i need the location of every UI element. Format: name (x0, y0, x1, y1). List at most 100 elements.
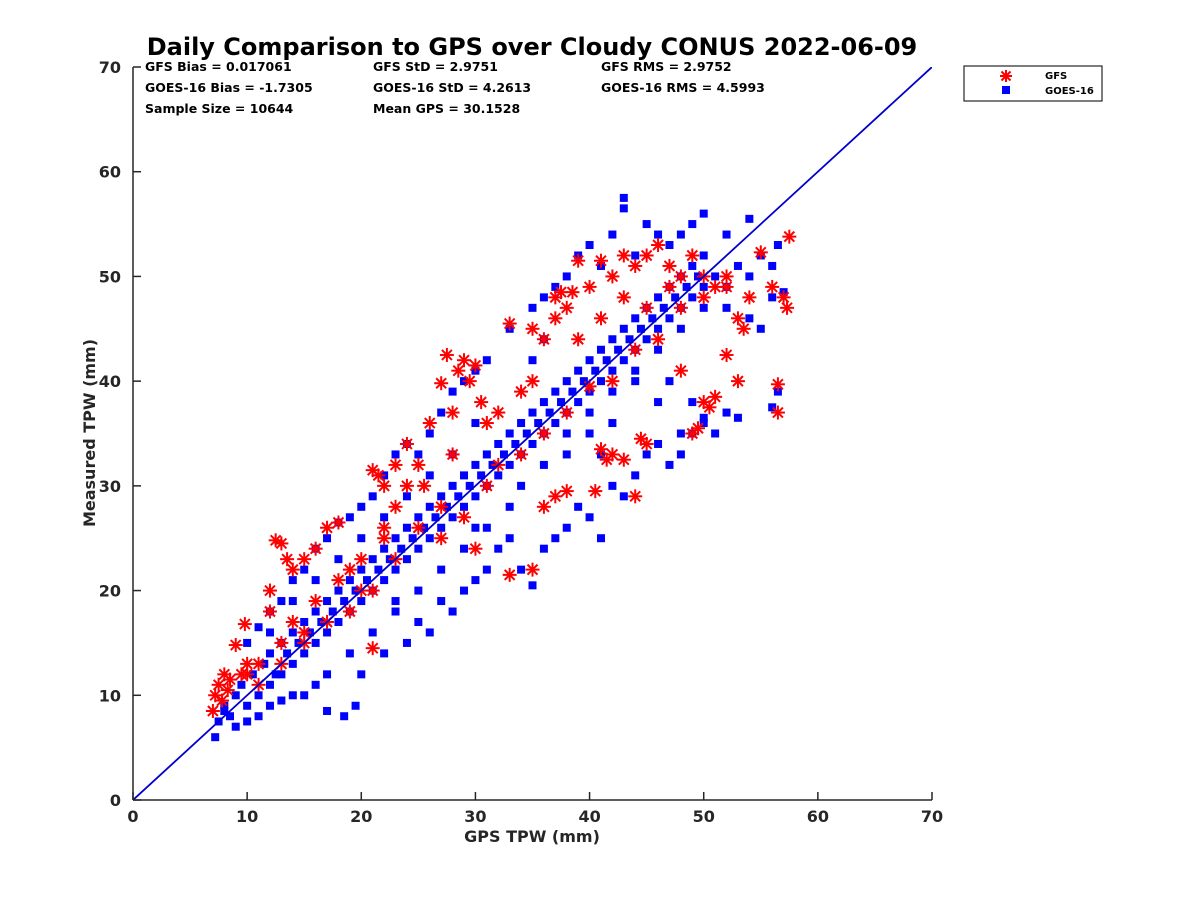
x-axis-label: GPS TPW (mm) (464, 827, 600, 846)
goes16-point (391, 597, 400, 606)
goes16-point (665, 314, 674, 323)
gfs-point (780, 300, 795, 315)
goes16-point (283, 649, 292, 658)
goes16-point (460, 471, 469, 480)
gfs-point (320, 520, 335, 535)
gfs-point (536, 426, 551, 441)
goes16-point (631, 377, 640, 386)
goes16-point (539, 544, 548, 553)
gfs-point (696, 395, 711, 410)
goes16-point (522, 429, 531, 438)
goes16-point (211, 733, 220, 742)
gfs-point (502, 316, 517, 331)
legend-marker-goes16-square-icon (1002, 86, 1010, 94)
gfs-point (525, 374, 540, 389)
goes16-point (265, 701, 274, 710)
goes16-point (391, 450, 400, 459)
goes16-point (636, 324, 645, 333)
goes16-point (699, 251, 708, 260)
stats-block: GFS Bias = 0.017061 GFS StD = 2.9751 GFS… (145, 59, 765, 116)
goes16-point (517, 481, 526, 490)
goes16-point (288, 628, 297, 637)
goes16-point (654, 293, 663, 302)
y-tick-label: 30 (99, 477, 121, 496)
goes16-point (471, 576, 480, 585)
goes16-point (539, 398, 548, 407)
legend-marker-gfs-asterisk-icon (1000, 70, 1012, 82)
goes16-point (425, 628, 434, 637)
goes16-point (340, 597, 349, 606)
goes16-point (517, 565, 526, 574)
gfs-point (548, 311, 563, 326)
x-tick-label: 60 (807, 807, 829, 826)
gfs-point (730, 374, 745, 389)
gfs-point (730, 311, 745, 326)
goes16-point (431, 513, 440, 522)
goes16-point (625, 335, 634, 344)
goes16-point (425, 471, 434, 480)
goes16-point (688, 398, 697, 407)
goes16-point (402, 523, 411, 532)
goes16-point (414, 513, 423, 522)
gfs-point (719, 347, 734, 362)
goes16-point (773, 241, 782, 250)
gfs-point (525, 562, 540, 577)
gfs-point (342, 562, 357, 577)
gfs-point (331, 515, 346, 530)
goes16-point (505, 429, 514, 438)
goes16-point (323, 706, 332, 715)
gfs-point (215, 693, 230, 708)
goes16-point (585, 356, 594, 365)
goes16-point (323, 597, 332, 606)
goes16-point (528, 439, 537, 448)
gfs-point (308, 594, 323, 609)
gfs-point (525, 321, 540, 336)
goes16-point (608, 230, 617, 239)
goes16-point (711, 429, 720, 438)
gfs-point (220, 683, 235, 698)
goes16-point (699, 413, 708, 422)
goes16-point (334, 617, 343, 626)
goes16-point (425, 502, 434, 511)
goes16-point (585, 429, 594, 438)
goes16-point (277, 670, 286, 679)
goes16-point (642, 220, 651, 229)
goes16-point (574, 366, 583, 375)
goes16-point (397, 544, 406, 553)
gfs-point (434, 531, 449, 546)
goes16-point (477, 471, 486, 480)
goes16-point (676, 324, 685, 333)
goes16-point (619, 193, 628, 202)
goes16-point (768, 403, 777, 412)
gfs-point (588, 484, 603, 499)
gfs-point (628, 258, 643, 273)
gfs-point (280, 552, 295, 567)
gfs-point (662, 279, 677, 294)
data-layer (133, 67, 932, 800)
gfs-point (582, 279, 597, 294)
gfs-point (411, 457, 426, 472)
legend: GFS GOES-16 (963, 65, 1103, 102)
goes16-point (437, 492, 446, 501)
gfs-point (662, 258, 677, 273)
goes16-point (437, 565, 446, 574)
goes16-point (482, 450, 491, 459)
goes16-point (328, 607, 337, 616)
stat-gfs-rms: GFS RMS = 2.9752 (601, 59, 732, 74)
goes16-point (425, 534, 434, 543)
goes16-point (722, 303, 731, 312)
gfs-point (616, 452, 631, 467)
gfs-point (514, 384, 529, 399)
goes16-point (380, 544, 389, 553)
y-axis-label: Measured TPW (mm) (80, 339, 99, 527)
gfs-point (593, 253, 608, 268)
goes16-point (499, 450, 508, 459)
gfs-point (434, 376, 449, 391)
gfs-point (331, 573, 346, 588)
goes16-point (482, 565, 491, 574)
gfs-point (285, 614, 300, 629)
goes16-point (642, 450, 651, 459)
one-to-one-reference-line (133, 67, 932, 800)
y-tick-label: 20 (99, 582, 121, 601)
